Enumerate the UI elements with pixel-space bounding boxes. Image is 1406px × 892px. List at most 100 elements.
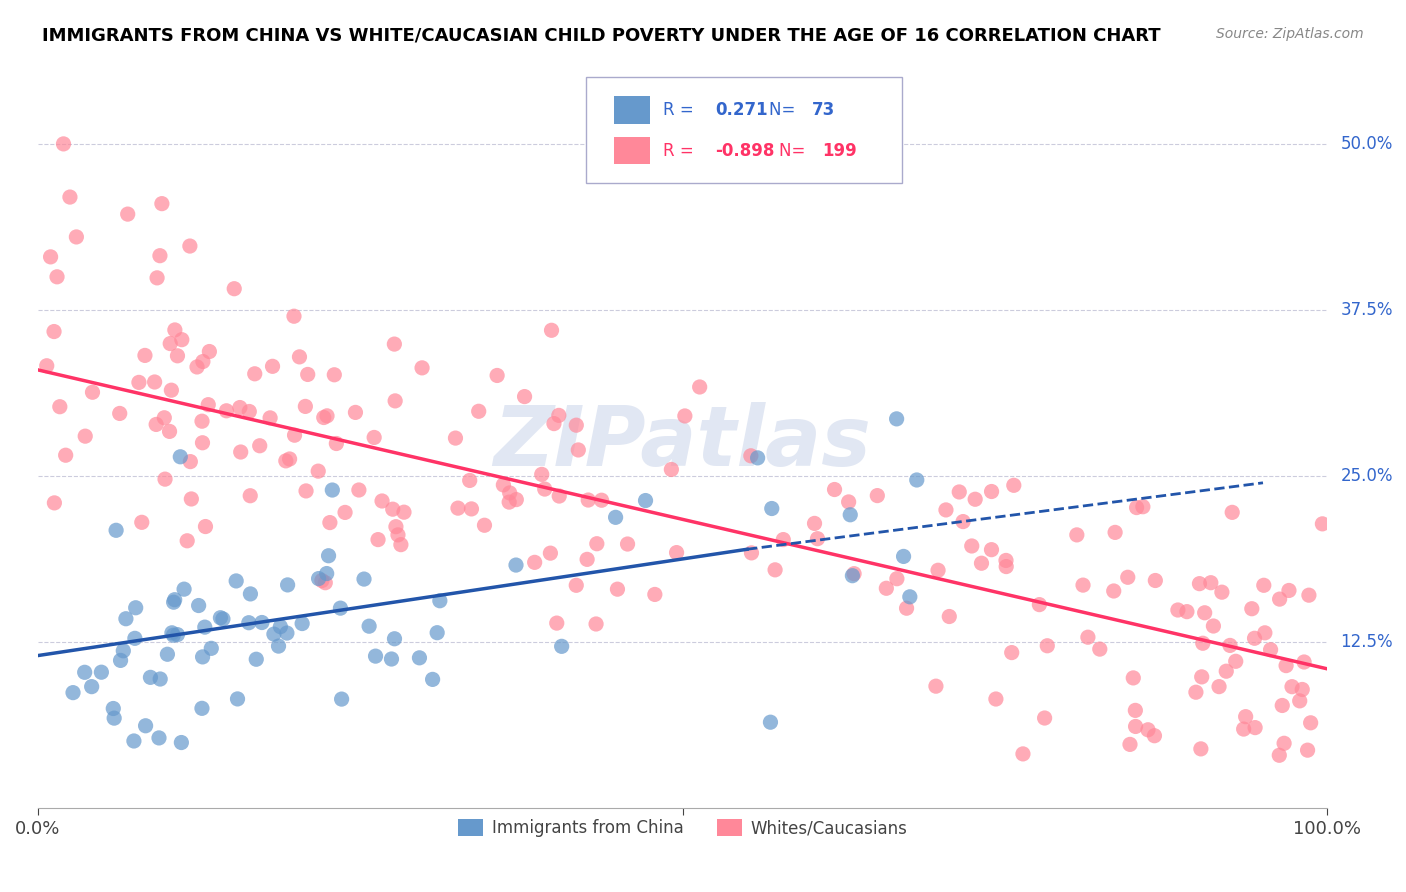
- Point: [952, 515, 974, 529]
- Point: [191, 414, 214, 428]
- Point: [1071, 578, 1094, 592]
- Point: [170, 735, 193, 749]
- Point: [1219, 639, 1241, 653]
- Point: [1281, 680, 1303, 694]
- Point: [1104, 525, 1126, 540]
- Point: [1066, 528, 1088, 542]
- Point: [1288, 694, 1310, 708]
- Point: [538, 546, 561, 560]
- Point: [1077, 630, 1099, 644]
- Point: [143, 375, 166, 389]
- Point: [344, 405, 367, 419]
- Point: [486, 368, 509, 383]
- Point: [429, 593, 451, 607]
- Point: [128, 376, 150, 390]
- Point: [347, 483, 370, 497]
- Point: [841, 568, 863, 582]
- Point: [276, 626, 298, 640]
- Point: [295, 483, 318, 498]
- Point: [333, 505, 356, 519]
- Point: [565, 578, 588, 592]
- Point: [392, 505, 415, 519]
- Point: [1132, 500, 1154, 514]
- Point: [49, 400, 72, 414]
- Point: [866, 489, 889, 503]
- Point: [153, 410, 176, 425]
- Point: [505, 492, 527, 507]
- Point: [187, 599, 209, 613]
- Point: [162, 628, 184, 642]
- Point: [163, 592, 186, 607]
- Point: [315, 566, 337, 581]
- Text: Source: ZipAtlas.com: Source: ZipAtlas.com: [1216, 27, 1364, 41]
- Point: [387, 528, 409, 542]
- Point: [1225, 654, 1247, 668]
- Point: [661, 462, 683, 476]
- Point: [898, 590, 921, 604]
- Point: [122, 734, 145, 748]
- Point: [149, 249, 172, 263]
- Point: [1275, 658, 1298, 673]
- Point: [380, 652, 402, 666]
- Point: [1088, 642, 1111, 657]
- Point: [278, 452, 301, 467]
- Point: [948, 485, 970, 500]
- Point: [238, 615, 260, 630]
- Point: [229, 445, 252, 459]
- Point: [115, 612, 138, 626]
- Point: [65, 230, 87, 244]
- Point: [1125, 719, 1147, 733]
- Point: [1175, 605, 1198, 619]
- Point: [125, 600, 148, 615]
- Point: [191, 701, 214, 715]
- Point: [274, 454, 297, 468]
- Point: [159, 425, 181, 439]
- Point: [548, 489, 571, 503]
- FancyBboxPatch shape: [586, 78, 901, 184]
- Point: [124, 632, 146, 646]
- Point: [191, 435, 214, 450]
- Point: [159, 336, 181, 351]
- Point: [1254, 625, 1277, 640]
- Point: [1136, 723, 1159, 737]
- Point: [1240, 601, 1263, 615]
- Point: [90, 665, 112, 680]
- Point: [460, 502, 482, 516]
- Point: [283, 428, 305, 442]
- Point: [55, 448, 77, 462]
- Point: [160, 383, 183, 397]
- Point: [134, 348, 156, 362]
- Point: [886, 572, 908, 586]
- Point: [179, 239, 201, 253]
- Point: [1312, 516, 1334, 531]
- Point: [283, 310, 305, 324]
- Point: [330, 692, 353, 706]
- Point: [1298, 588, 1320, 602]
- Point: [605, 510, 627, 524]
- Point: [163, 323, 186, 337]
- Point: [62, 685, 84, 699]
- Point: [513, 390, 536, 404]
- Point: [117, 207, 139, 221]
- Point: [103, 711, 125, 725]
- Point: [938, 609, 960, 624]
- Point: [1211, 585, 1233, 599]
- Point: [321, 483, 343, 497]
- Point: [838, 495, 860, 509]
- Point: [239, 587, 262, 601]
- Point: [212, 612, 235, 626]
- Point: [316, 409, 339, 423]
- Text: ZIPatlas: ZIPatlas: [494, 402, 872, 483]
- Point: [323, 368, 346, 382]
- Bar: [614, 96, 651, 124]
- Point: [367, 533, 389, 547]
- Point: [385, 519, 408, 533]
- Point: [1143, 729, 1166, 743]
- Point: [585, 537, 607, 551]
- Point: [492, 478, 515, 492]
- Point: [886, 412, 908, 426]
- Point: [896, 601, 918, 615]
- Point: [139, 670, 162, 684]
- Point: [173, 582, 195, 596]
- Point: [665, 545, 688, 559]
